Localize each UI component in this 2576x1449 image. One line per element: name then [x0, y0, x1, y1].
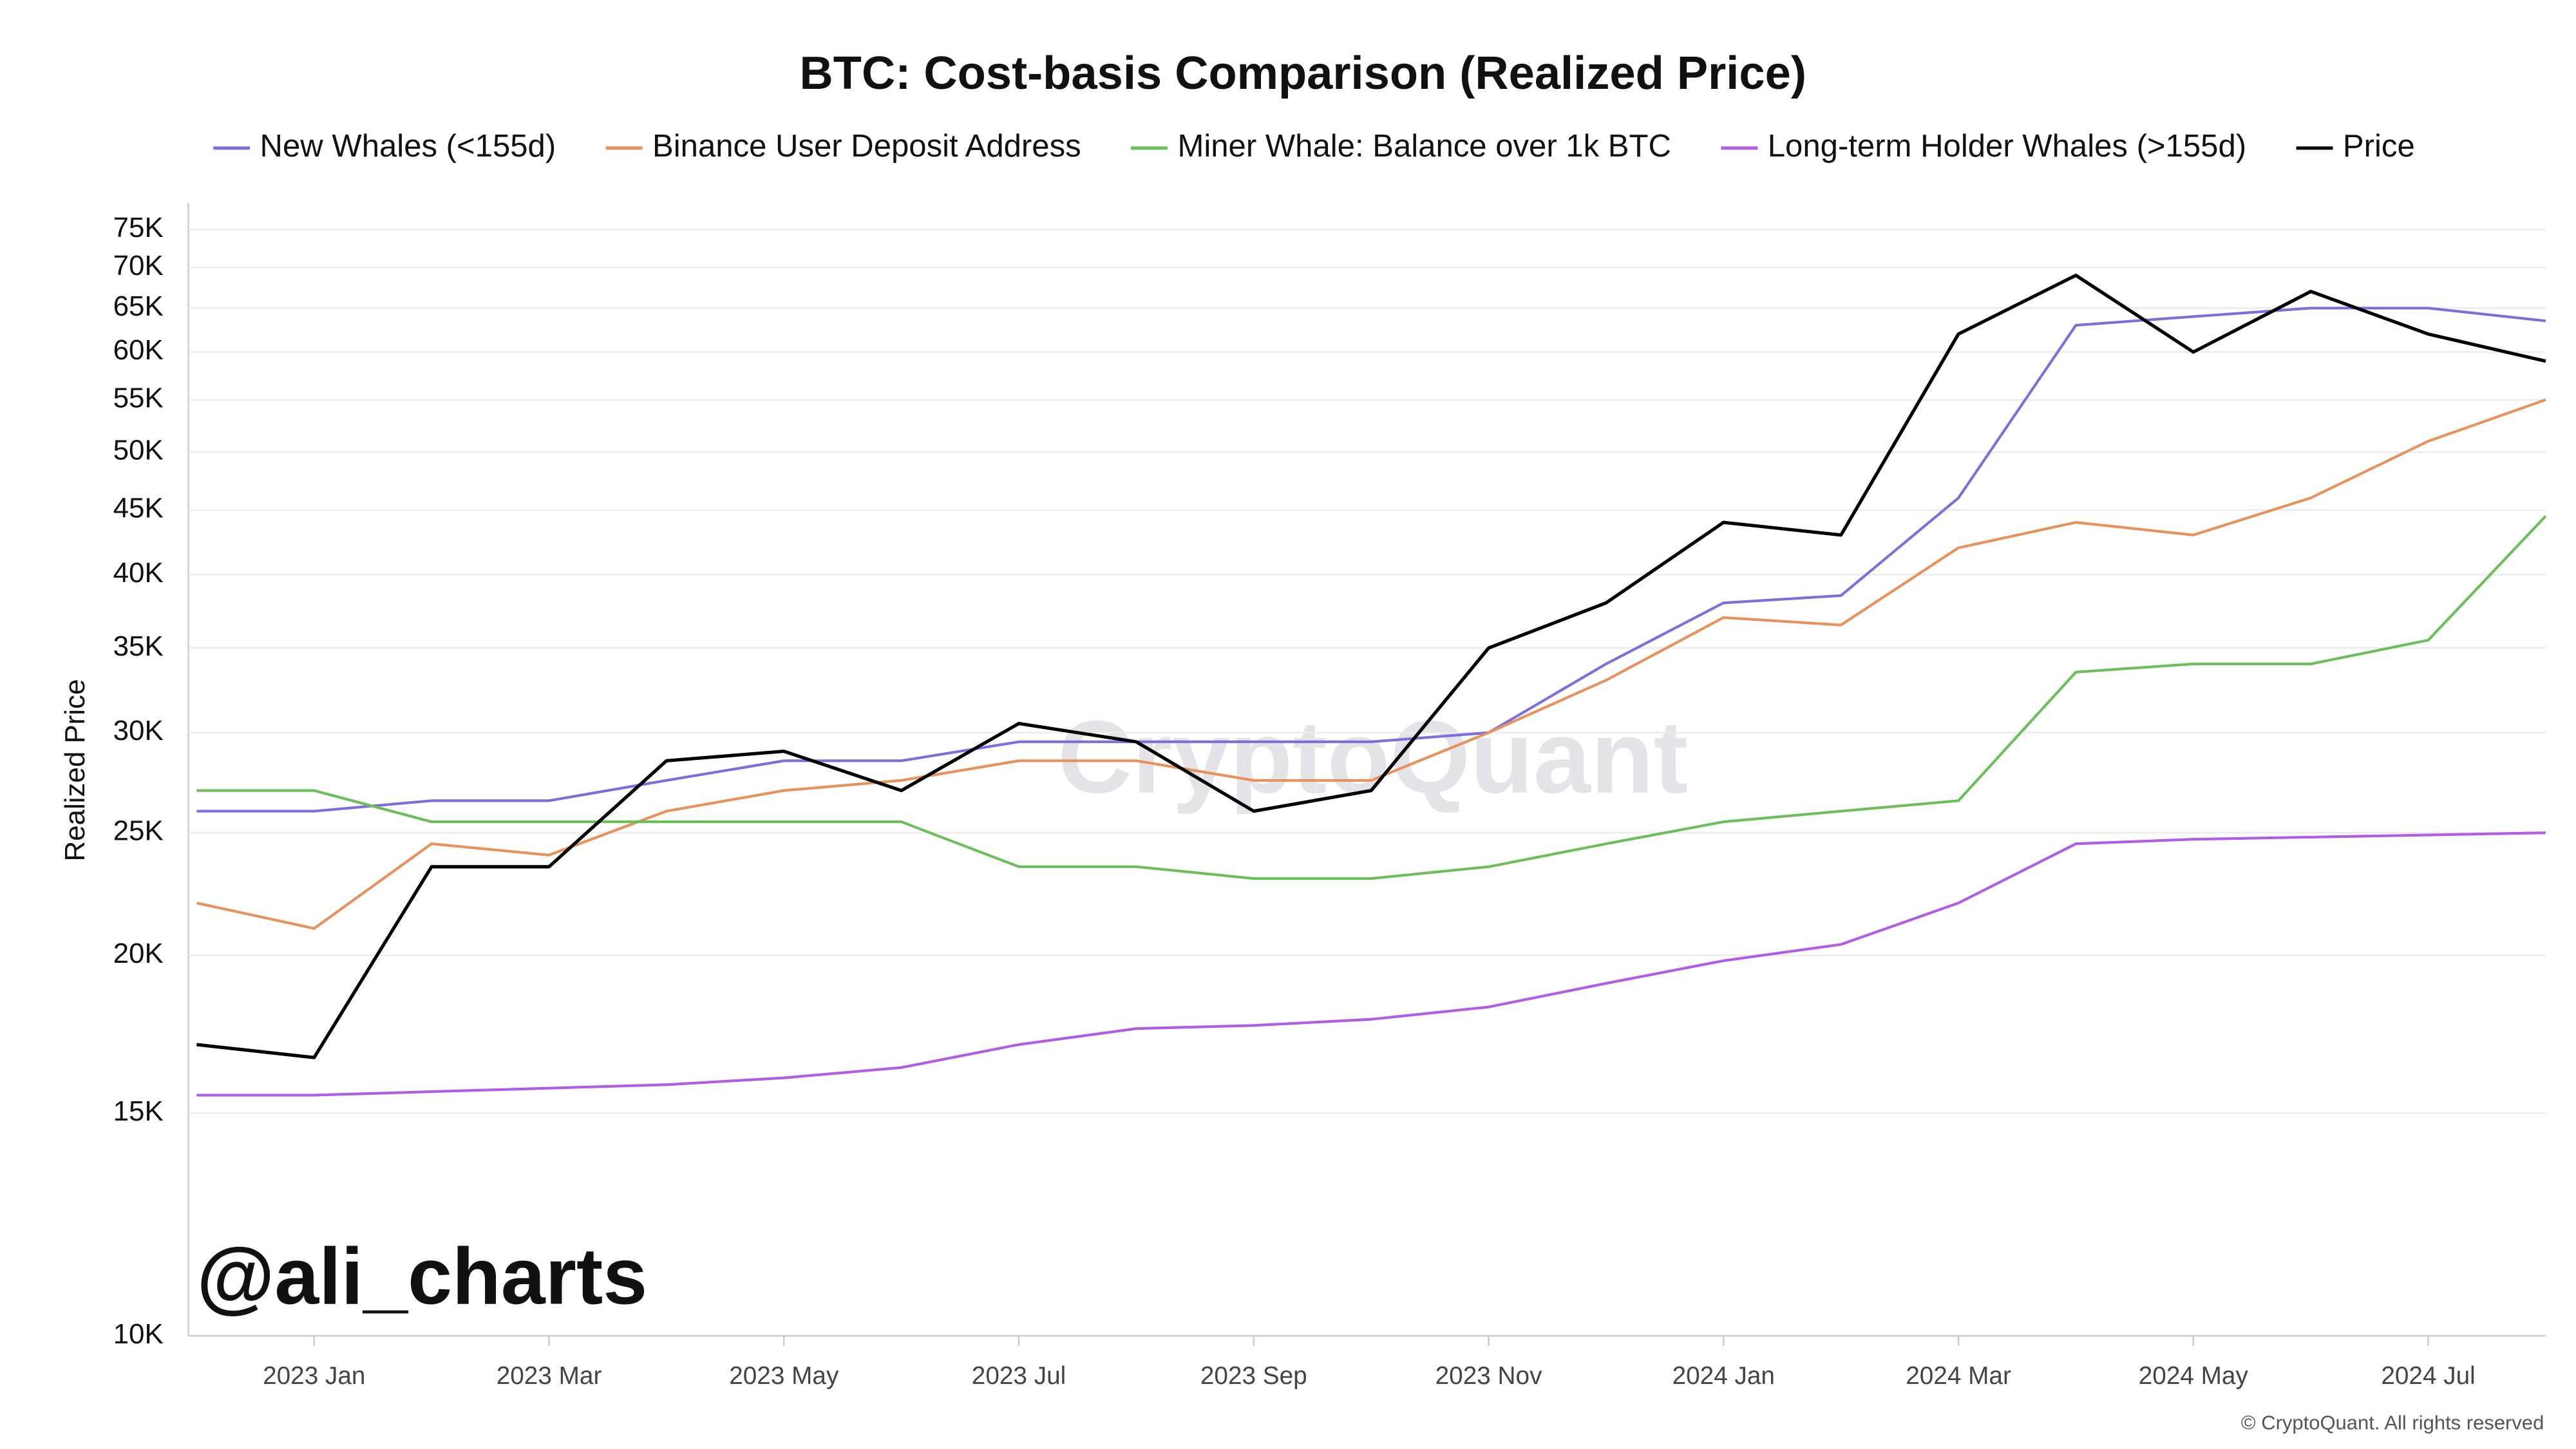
y-tick-label: 20K: [113, 938, 164, 969]
legend-label: New Whales (<155d): [260, 129, 556, 164]
x-tick-label: 2024 Jul: [2381, 1362, 2475, 1390]
copyright: © CryptoQuant. All rights reserved: [2241, 1411, 2544, 1434]
x-tick-label: 2023 Jul: [972, 1362, 1066, 1390]
x-tick-label: 2023 May: [729, 1362, 839, 1390]
y-tick-label: 75K: [113, 212, 164, 243]
x-tick-label: 2024 Mar: [1906, 1362, 2011, 1390]
x-tick-label: 2024 Jan: [1672, 1362, 1775, 1390]
y-tick-label: 65K: [113, 290, 164, 322]
y-axis-label: Realized Price: [59, 679, 91, 862]
legend-label: Long-term Holder Whales (>155d): [1768, 129, 2246, 164]
x-tick-label: 2023 Nov: [1435, 1362, 1542, 1390]
y-tick-label: 70K: [113, 250, 164, 281]
legend-label: Price: [2343, 129, 2415, 164]
series-line: [196, 831, 2546, 1097]
y-tick-label: 10K: [113, 1318, 164, 1350]
handle: @ali_charts: [196, 1232, 647, 1321]
series-line: [196, 398, 2546, 930]
y-tick-label: 60K: [113, 334, 164, 366]
legend-label: Miner Whale: Balance over 1k BTC: [1177, 129, 1671, 164]
y-tick-label: 55K: [113, 382, 164, 413]
watermark: CryptoQuant: [1057, 699, 1688, 815]
series-line: [196, 307, 2546, 813]
y-tick-label: 15K: [113, 1095, 164, 1127]
y-tick-label: 35K: [113, 630, 164, 662]
legend-label: Binance User Deposit Address: [652, 129, 1081, 164]
chart-title: BTC: Cost-basis Comparison (Realized Pri…: [800, 48, 1806, 99]
y-tick-label: 45K: [113, 492, 164, 524]
x-tick-label: 2023 Jan: [263, 1362, 365, 1390]
y-tick-label: 50K: [113, 435, 164, 466]
x-tick-label: 2023 Mar: [497, 1362, 602, 1390]
y-tick-label: 30K: [113, 715, 164, 746]
x-tick-label: 2024 May: [2139, 1362, 2249, 1390]
y-tick-label: 25K: [113, 815, 164, 847]
y-tick-label: 40K: [113, 557, 164, 589]
series-line: [196, 515, 2547, 880]
series-line: [196, 273, 2546, 1059]
x-tick-label: 2023 Sep: [1200, 1362, 1307, 1390]
